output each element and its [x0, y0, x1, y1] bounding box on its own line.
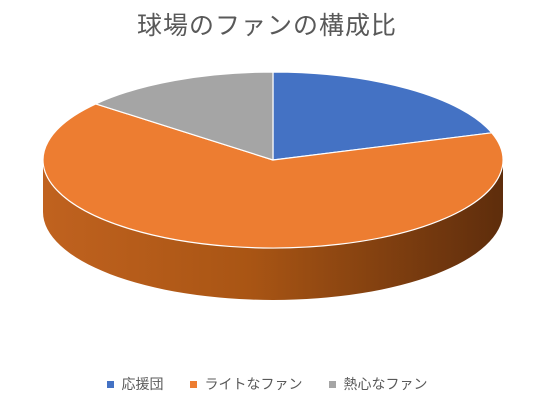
legend-item: 応援団	[106, 374, 164, 394]
chart-legend: 応援団 ライトなファン 熱心なファン	[0, 374, 534, 394]
legend-item: 熱心なファン	[328, 374, 428, 394]
legend-swatch	[328, 380, 336, 388]
legend-label: 熱心なファン	[343, 377, 428, 393]
legend-label: ライトなファン	[204, 377, 303, 393]
legend-item: ライトなファン	[189, 374, 303, 394]
legend-swatch	[106, 380, 114, 388]
pie-slice-0	[272, 71, 493, 161]
pie-slice-1	[42, 103, 504, 249]
chart-title: 球場のファンの構成比	[136, 11, 397, 40]
legend-label: 応援団	[121, 377, 164, 393]
legend-swatch	[189, 380, 197, 388]
pie-slice-2	[95, 71, 274, 161]
pie-slice-side-1	[43, 160, 503, 300]
